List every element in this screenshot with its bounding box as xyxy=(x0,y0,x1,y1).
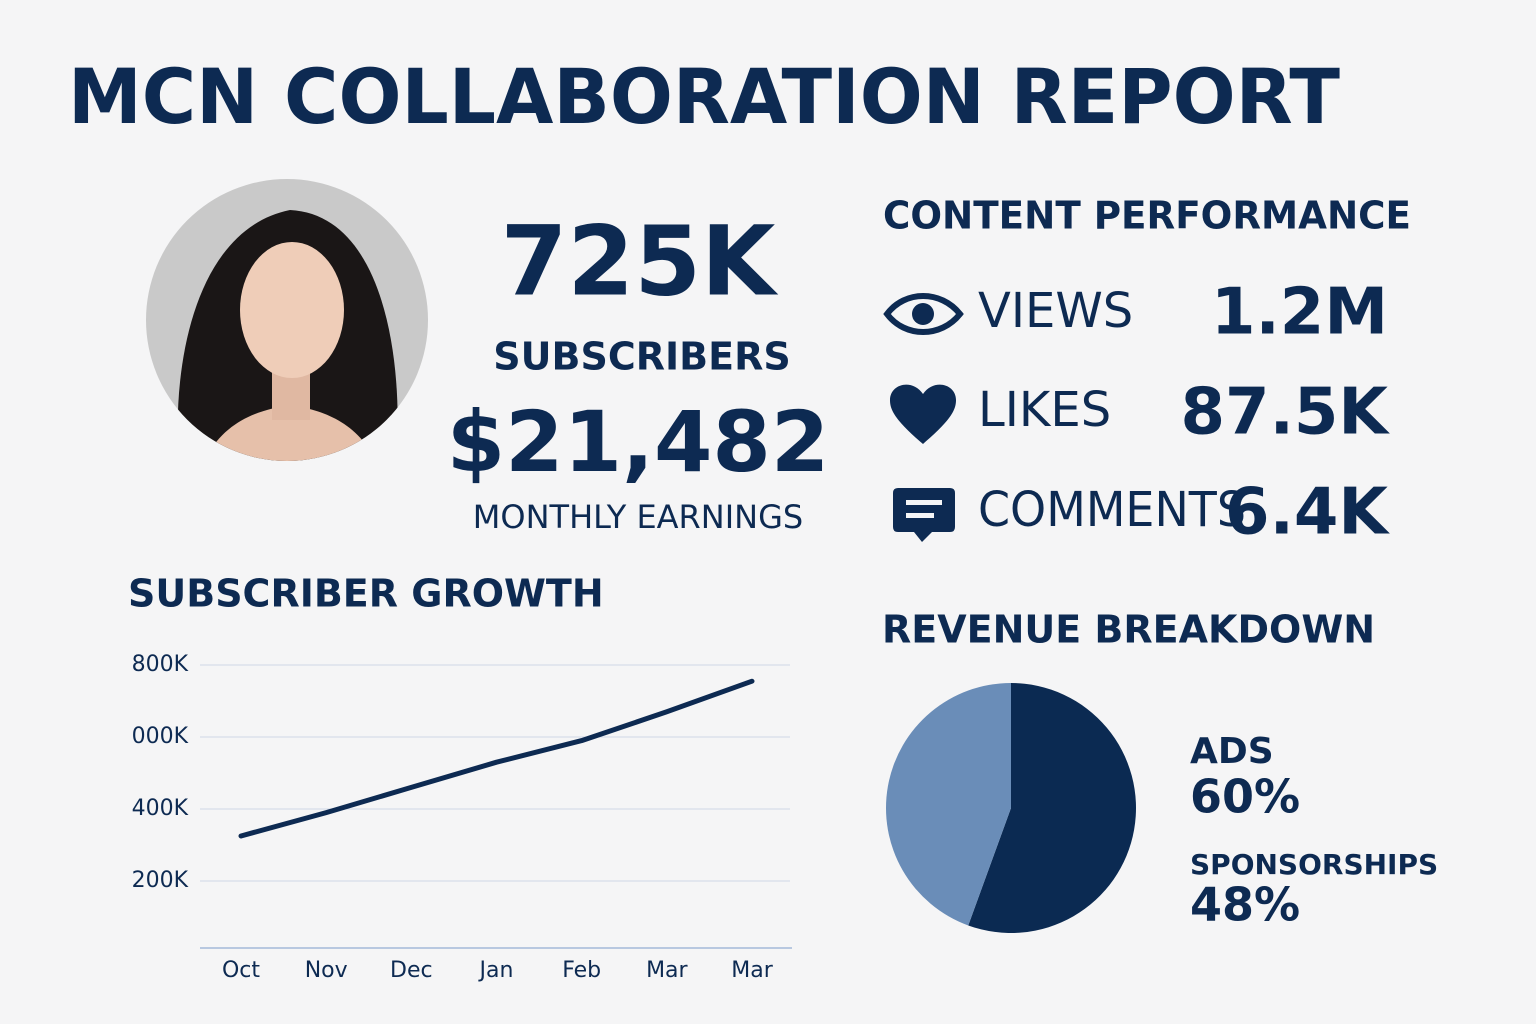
icon-eye xyxy=(883,293,964,335)
x-tick-label: Dec xyxy=(390,958,433,983)
y-tick-label: 000K xyxy=(132,724,189,749)
y-tick-label: 800K xyxy=(132,652,189,677)
y-tick-label: 200K xyxy=(132,868,189,893)
comments-value: 6.4K xyxy=(1225,476,1390,550)
legend-label: ADS xyxy=(1190,731,1274,772)
subscribers-value: 725K xyxy=(501,205,779,317)
comments-label: COMMENTS xyxy=(978,482,1246,538)
likes-value: 87.5K xyxy=(1181,376,1391,450)
likes-label: LIKES xyxy=(978,382,1111,438)
views-value: 1.2M xyxy=(1211,276,1388,350)
earnings-value: $21,482 xyxy=(447,393,830,491)
title: MCN COLLABORATION REPORT xyxy=(68,52,1340,141)
performance-title: CONTENT PERFORMANCE xyxy=(883,194,1411,238)
x-tick-label: Mar xyxy=(646,958,688,983)
views-label: VIEWS xyxy=(978,283,1133,339)
x-tick-label: Feb xyxy=(562,958,601,983)
x-tick-label: Mar xyxy=(731,958,773,983)
subscribers-label: SUBSCRIBERS xyxy=(493,335,790,379)
pie-chart-title: REVENUE BREAKDOWN xyxy=(882,608,1375,652)
pie-slice xyxy=(886,683,1011,926)
x-tick-label: Nov xyxy=(305,958,348,983)
pie-slice xyxy=(968,683,1136,933)
avatar xyxy=(146,179,428,461)
icon-heart xyxy=(890,384,956,444)
legend-label: SPONSORSHIPS xyxy=(1190,848,1438,881)
x-tick-label: Oct xyxy=(222,958,260,983)
y-tick-label: 400K xyxy=(132,796,189,821)
value-label: 60% xyxy=(1190,770,1300,824)
line xyxy=(238,678,755,839)
value-label: 48% xyxy=(1190,878,1300,932)
icon-comment xyxy=(893,488,955,542)
earnings-label: MONTHLY EARNINGS xyxy=(473,498,803,536)
face xyxy=(240,242,344,378)
line-chart-title: SUBSCRIBER GROWTH xyxy=(128,572,604,616)
x-tick-label: Jan xyxy=(478,958,514,983)
